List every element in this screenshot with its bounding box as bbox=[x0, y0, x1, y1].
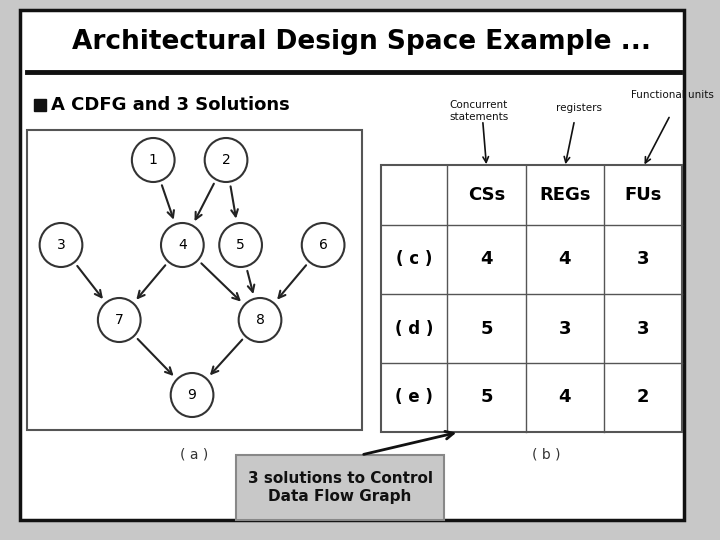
Text: 3: 3 bbox=[559, 320, 571, 338]
Text: ( d ): ( d ) bbox=[395, 320, 433, 338]
Text: 3: 3 bbox=[637, 320, 649, 338]
Text: 4: 4 bbox=[178, 238, 186, 252]
Text: 2: 2 bbox=[222, 153, 230, 167]
Text: ( a ): ( a ) bbox=[180, 448, 208, 462]
Text: Architectural Design Space Example ...: Architectural Design Space Example ... bbox=[73, 29, 652, 55]
Text: 3 solutions to Control
Data Flow Graph: 3 solutions to Control Data Flow Graph bbox=[248, 471, 433, 504]
Text: ( e ): ( e ) bbox=[395, 388, 433, 407]
Text: CSs: CSs bbox=[468, 186, 505, 204]
Text: FUs: FUs bbox=[624, 186, 662, 204]
Text: ( b ): ( b ) bbox=[532, 448, 561, 462]
Circle shape bbox=[220, 223, 262, 267]
Circle shape bbox=[132, 138, 174, 182]
Text: 5: 5 bbox=[480, 388, 492, 407]
Text: registers: registers bbox=[557, 103, 603, 113]
FancyBboxPatch shape bbox=[27, 130, 362, 430]
Text: 3: 3 bbox=[637, 251, 649, 268]
Circle shape bbox=[98, 298, 140, 342]
Circle shape bbox=[40, 223, 82, 267]
Text: 3: 3 bbox=[57, 238, 66, 252]
FancyBboxPatch shape bbox=[20, 10, 684, 520]
Text: ( c ): ( c ) bbox=[396, 251, 433, 268]
Text: 4: 4 bbox=[480, 251, 492, 268]
Text: Functional units: Functional units bbox=[631, 90, 714, 100]
Text: 1: 1 bbox=[149, 153, 158, 167]
Circle shape bbox=[204, 138, 248, 182]
Circle shape bbox=[302, 223, 344, 267]
Text: 4: 4 bbox=[559, 388, 571, 407]
Text: 6: 6 bbox=[319, 238, 328, 252]
Text: 8: 8 bbox=[256, 313, 264, 327]
Text: Concurrent
statements: Concurrent statements bbox=[449, 100, 508, 122]
Circle shape bbox=[238, 298, 282, 342]
Text: 9: 9 bbox=[188, 388, 197, 402]
Circle shape bbox=[171, 373, 213, 417]
Text: A CDFG and 3 Solutions: A CDFG and 3 Solutions bbox=[51, 96, 290, 114]
Text: 5: 5 bbox=[236, 238, 245, 252]
Text: 2: 2 bbox=[637, 388, 649, 407]
Text: 5: 5 bbox=[480, 320, 492, 338]
Text: 4: 4 bbox=[559, 251, 571, 268]
Text: REGs: REGs bbox=[539, 186, 590, 204]
FancyBboxPatch shape bbox=[235, 455, 444, 520]
FancyBboxPatch shape bbox=[382, 165, 683, 432]
Circle shape bbox=[161, 223, 204, 267]
Text: 7: 7 bbox=[115, 313, 124, 327]
